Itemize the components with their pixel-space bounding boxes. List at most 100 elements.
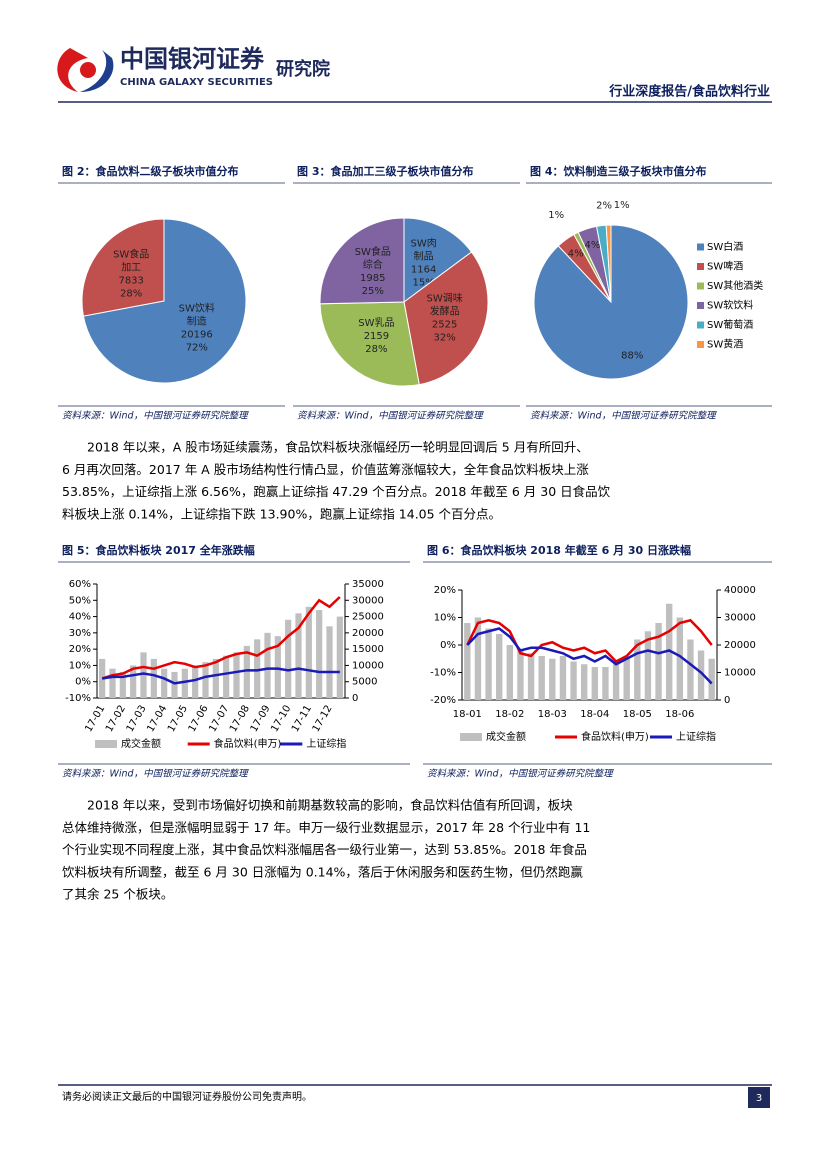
- slice-label: SW食品: [355, 245, 391, 258]
- paragraph-line: 了其余 25 个板块。: [62, 887, 173, 902]
- company-en: CHINA GALAXY SECURITIES: [120, 77, 273, 88]
- bar: [644, 631, 652, 700]
- bar: [295, 613, 302, 698]
- y2-tick-label: 10000: [352, 660, 384, 671]
- slice-label: 1985: [360, 273, 385, 284]
- logo-red: [57, 48, 88, 92]
- institute: 研究院: [276, 58, 330, 80]
- pie-slice: [319, 301, 420, 387]
- legend-swatch: [697, 321, 704, 329]
- disclaimer: 请务必阅读正文最后的中国银河证券股份公司免责声明。: [62, 1090, 312, 1103]
- y-tick-label: 20%: [434, 585, 456, 596]
- pie-slice: [81, 218, 165, 317]
- bar: [687, 639, 694, 700]
- y-tick-label: 20%: [69, 644, 91, 655]
- y-tick-label: 0%: [440, 640, 456, 651]
- slice-label: 发酵品: [430, 305, 460, 318]
- legend-swatch: [697, 341, 704, 348]
- paragraph-line: 个行业实现不同程度上涨，其中食品饮料涨幅居各一级行业第一，达到 53.85%。2…: [62, 842, 587, 857]
- bar: [517, 650, 524, 700]
- x-tick-label: 18-03: [538, 709, 567, 720]
- figure-title: 图 2：食品饮料二级子板块市值分布: [62, 164, 238, 178]
- legend-swatch: [697, 263, 704, 270]
- legend-label: SW白酒: [707, 240, 743, 253]
- y-tick-label: -10%: [430, 668, 456, 679]
- bar: [527, 653, 535, 700]
- legend-label: 食品饮料(申万): [581, 730, 649, 743]
- y-tick-label: 60%: [69, 579, 91, 590]
- x-tick-label: 17-12: [311, 704, 335, 735]
- bar: [485, 628, 492, 700]
- legend-swatch: [697, 302, 704, 309]
- bar: [697, 650, 705, 700]
- report-type: 行业深度报告/食品饮料行业: [608, 84, 770, 100]
- bar: [602, 667, 609, 700]
- figure-source: 资料来源：Wind，中国银河证券研究院整理: [427, 768, 614, 780]
- bar: [464, 623, 471, 700]
- y-tick-label: 50%: [69, 595, 91, 606]
- bar: [285, 619, 292, 698]
- bar: [264, 632, 271, 698]
- slice-label: SW乳品: [358, 316, 394, 329]
- paragraph-line: 53.85%，上证综指上涨 6.56%，跑赢上证综指 47.29 个百分点。20…: [62, 484, 611, 499]
- legend-label: 上证综指: [306, 737, 346, 750]
- slice-label: SW肉: [411, 236, 437, 249]
- pie-slice: [403, 217, 473, 303]
- slice-label: SW饮料: [179, 302, 215, 315]
- figure-source: 资料来源：Wind，中国银河证券研究院整理: [62, 410, 249, 422]
- y-tick-label: 0%: [75, 677, 91, 688]
- y-tick-label: 10%: [69, 660, 91, 671]
- y2-tick-label: 25000: [352, 612, 384, 623]
- figure-title: 图 6：食品饮料板块 2018 年截至 6 月 30 日涨跌幅: [427, 543, 691, 557]
- slice-label: 2159: [364, 331, 389, 342]
- bar: [326, 626, 333, 698]
- slice-label: 25%: [362, 286, 384, 297]
- bar: [570, 661, 577, 700]
- y2-tick-label: 40000: [724, 585, 756, 596]
- bar: [181, 668, 188, 698]
- slice-label: SW调味: [427, 293, 463, 305]
- paragraph-line: 2018 年以来，A 股市场延续震荡，食品饮料板块涨幅经历一轮明显回调后 5 月…: [87, 440, 589, 455]
- bar: [336, 616, 343, 698]
- legend-label: 成交金额: [121, 737, 161, 750]
- legend-label: 成交金额: [486, 730, 526, 743]
- bar: [150, 658, 157, 698]
- series-line: [101, 596, 341, 680]
- slice-label: 2525: [432, 320, 457, 331]
- legend-label: 食品饮料(申万): [214, 737, 282, 750]
- y2-tick-label: 35000: [352, 579, 384, 590]
- bar: [316, 610, 323, 698]
- bar: [506, 645, 513, 700]
- legend-swatch: [697, 282, 704, 290]
- bar: [130, 665, 137, 698]
- logo-dot: [80, 62, 96, 78]
- pie-slice: [319, 217, 405, 305]
- legend-swatch: [697, 243, 704, 251]
- paragraph-line: 饮料板块有所调整，截至 6 月 30 日涨幅为 0.14%，落后于休闲服务和医药…: [62, 864, 583, 879]
- legend-swatch: [95, 740, 117, 748]
- bar: [538, 656, 545, 700]
- y2-tick-label: 30000: [724, 613, 756, 624]
- y-tick-label: -10%: [65, 693, 91, 704]
- y2-tick-label: 15000: [352, 644, 384, 655]
- y-tick-label: 10%: [434, 613, 456, 624]
- slice-label: 4%: [585, 240, 601, 251]
- bar: [559, 656, 567, 700]
- y2-tick-label: 0: [724, 695, 730, 706]
- slice-label: 32%: [434, 333, 456, 344]
- figure-title: 图 4：饮料制造三级子板块市值分布: [530, 164, 706, 178]
- legend-swatch: [460, 733, 482, 741]
- legend-label: SW葡萄酒: [707, 318, 753, 331]
- bar: [581, 664, 588, 700]
- logo: [57, 48, 114, 92]
- bar: [212, 658, 219, 698]
- y2-tick-label: 20000: [352, 628, 384, 639]
- slice-label: 1%: [548, 210, 564, 221]
- figure-title: 图 3：食品加工三级子板块市值分布: [297, 164, 473, 178]
- bar: [140, 652, 147, 698]
- slice-label: 制造: [187, 315, 207, 328]
- company-cn: 中国银河证券: [120, 45, 265, 73]
- slice-label: 综合: [363, 258, 383, 271]
- y-tick-label: 30%: [69, 628, 91, 639]
